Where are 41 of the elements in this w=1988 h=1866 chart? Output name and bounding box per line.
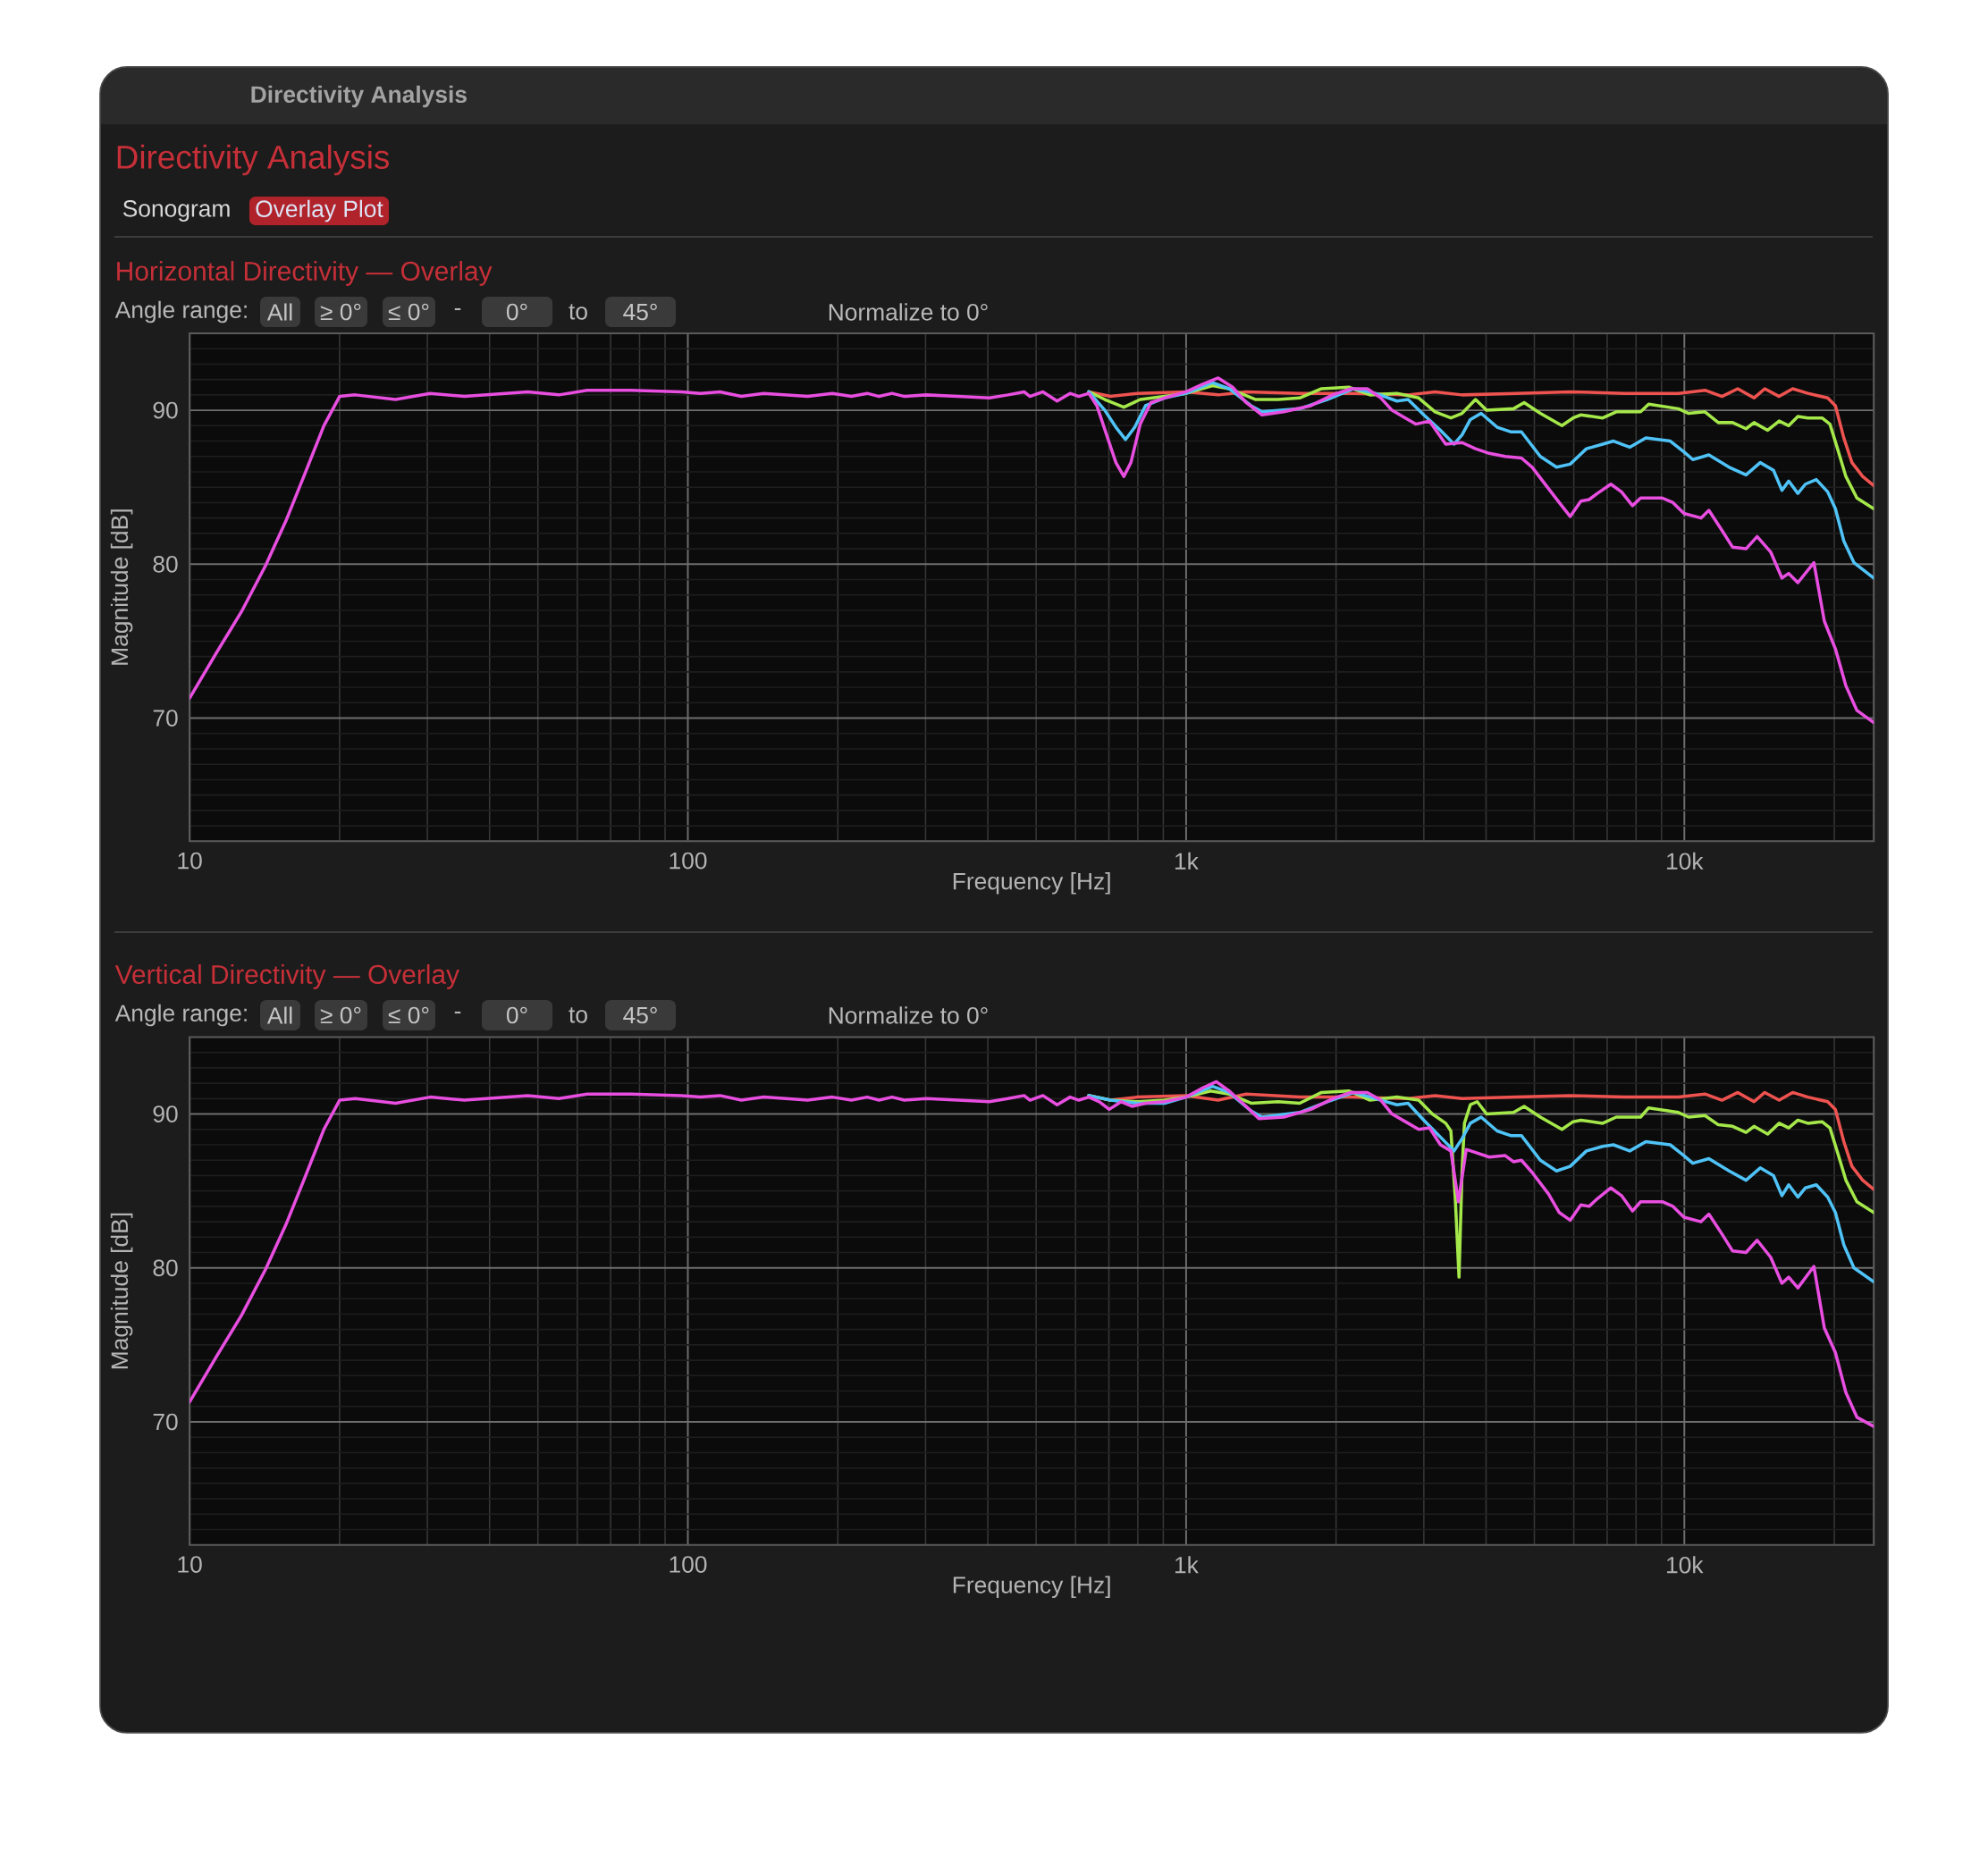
x-tick-label: 1k <box>1175 1556 1199 1574</box>
x-axis-title: Frequency [Hz] <box>953 1576 1110 1599</box>
y-tick-label: 70 <box>153 710 178 727</box>
text: 0° <box>506 303 527 321</box>
y-axis-title: Magnitude [dB] <box>110 509 133 665</box>
text: - <box>454 1011 461 1014</box>
text: ≤ 0° <box>388 303 429 321</box>
text: Normalize to 0° <box>829 303 988 321</box>
text: ≥ 0° <box>320 303 361 321</box>
text: to <box>569 1007 587 1023</box>
x-tick-label: 100 <box>670 1556 707 1573</box>
text: Directivity Analysis <box>251 85 467 108</box>
text: Angle range: <box>114 1004 247 1027</box>
text: - <box>454 307 461 311</box>
x-tick-label: 10 <box>178 852 202 870</box>
chart-title: Horizontal Directivity — Overlay <box>117 261 493 286</box>
text: All <box>266 1006 292 1024</box>
text: All <box>266 303 292 321</box>
text: ≤ 0° <box>388 1006 429 1024</box>
y-axis-title: Magnitude [dB] <box>110 1213 133 1369</box>
text: Sonogram <box>122 200 230 222</box>
y-tick-label: 80 <box>153 1259 178 1277</box>
chart-title: Vertical Directivity — Overlay <box>114 964 459 989</box>
text: 45° <box>623 303 657 321</box>
x-tick-label: 10k <box>1667 1556 1704 1574</box>
text: Normalize to 0° <box>829 1006 988 1024</box>
y-tick-label: 90 <box>153 401 178 419</box>
y-tick-label: 80 <box>153 555 178 573</box>
text: 45° <box>623 1006 657 1024</box>
text: Angle range: <box>114 300 247 324</box>
text: 0° <box>506 1006 527 1024</box>
x-tick-label: 10k <box>1667 852 1704 870</box>
y-tick-label: 90 <box>153 1105 178 1122</box>
x-tick-label: 100 <box>670 852 707 870</box>
text: ≥ 0° <box>320 1006 361 1024</box>
x-tick-label: 10 <box>178 1556 202 1573</box>
text: Overlay Plot <box>256 199 383 223</box>
text: to <box>569 304 587 320</box>
text: Directivity Analysis <box>117 144 390 176</box>
x-axis-title: Frequency [Hz] <box>953 872 1110 895</box>
y-tick-label: 70 <box>153 1413 178 1431</box>
